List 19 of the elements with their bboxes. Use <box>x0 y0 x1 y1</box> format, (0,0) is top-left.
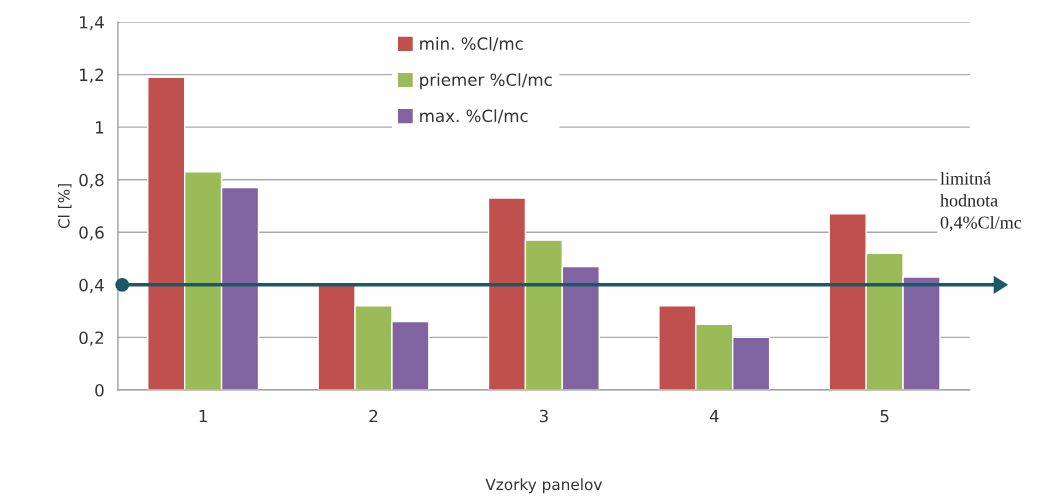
y-tick-label: 0,6 <box>79 226 104 241</box>
x-tick-label: 1 <box>199 409 207 423</box>
y-tick-label: 0,4 <box>79 278 104 294</box>
x-tick-label: 2 <box>369 409 378 423</box>
y-tick-label: 1,4 <box>80 16 104 31</box>
y-tick-label: 0,8 <box>79 173 104 188</box>
x-tick-label: 5 <box>880 409 889 423</box>
y-tick-label: 0,2 <box>79 331 104 346</box>
y-tick-label: 1 <box>95 121 104 134</box>
y-tick-label: 1,2 <box>80 68 104 83</box>
legend-label: min. %Cl/mc <box>420 37 523 52</box>
y-tick-label: 0 <box>95 383 104 397</box>
legend-label: max. %Cl/mc <box>420 109 528 124</box>
ref-line-label: limitná hodnota 0,4%Cl/mc <box>940 171 1022 232</box>
x-tick-label: 3 <box>539 409 548 423</box>
x-axis-title: Vzorky panelov <box>485 478 602 494</box>
x-tick-label: 4 <box>709 409 719 423</box>
y-axis-title: Cl [%] <box>57 184 72 229</box>
legend-label: priemer %Cl/mc <box>420 73 552 90</box>
